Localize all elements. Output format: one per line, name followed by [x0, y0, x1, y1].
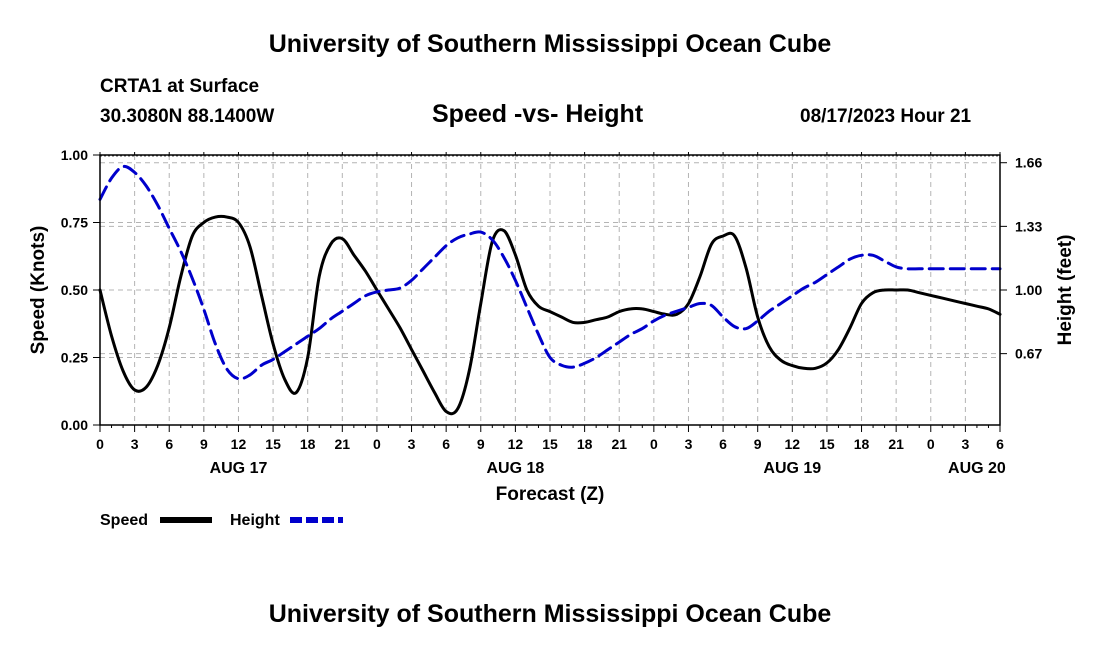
- x-tick-label: 21: [611, 436, 627, 452]
- x-tick-label: 21: [888, 436, 904, 452]
- x-date-label: AUG 19: [763, 460, 821, 477]
- y2-tick-label: 0.67: [1015, 346, 1042, 362]
- forecast-datetime: 08/17/2023 Hour 21: [800, 106, 972, 127]
- x-tick-label: 12: [231, 436, 247, 452]
- x-tick-label: 3: [131, 436, 139, 452]
- x-tick-label: 9: [200, 436, 208, 452]
- y-tick-label: 0.50: [61, 282, 88, 298]
- station-label: CRTA1 at Surface: [100, 76, 260, 97]
- x-tick-label: 6: [719, 436, 727, 452]
- ticks: 0 3 6 9 12 15 18 21 0 3 6 9 12 15 18 21 0 3 6 9 12 15 18 21 0 3 6 A…: [61, 147, 1043, 477]
- x-tick-label: 12: [508, 436, 524, 452]
- legend-speed-label: Speed: [100, 512, 148, 529]
- x-tick-label: 9: [754, 436, 762, 452]
- x-tick-label: 15: [819, 436, 835, 452]
- x-tick-label: 3: [961, 436, 969, 452]
- series-group: [98, 164, 1002, 416]
- x-date-label: AUG 20: [948, 460, 1006, 477]
- x-tick-label: 15: [265, 436, 281, 452]
- x-tick-label: 0: [650, 436, 658, 452]
- speed-series-line: [98, 214, 1002, 416]
- footer-title: University of Southern Mississippi Ocean…: [268, 600, 832, 628]
- y2-tick-label: 1.00: [1015, 282, 1042, 298]
- x-tick-label: 18: [577, 436, 593, 452]
- x-date-label: AUG 18: [486, 460, 544, 477]
- station-coords: 30.3080N 88.1400W: [100, 106, 275, 127]
- y2-axis-label: Height (feet): [1055, 235, 1076, 346]
- x-tick-label: 18: [854, 436, 870, 452]
- page-title: University of Southern Mississippi Ocean…: [268, 30, 832, 58]
- y2-tick-label: 1.33: [1015, 218, 1042, 234]
- x-tick-label: 0: [927, 436, 935, 452]
- x-date-label: AUG 17: [210, 460, 268, 477]
- x-tick-label: 6: [996, 436, 1004, 452]
- grid: [100, 155, 1000, 425]
- y2-tick-label: 1.66: [1015, 155, 1042, 171]
- x-tick-label: 18: [300, 436, 316, 452]
- y-axis-label: Speed (Knots): [28, 226, 49, 355]
- y-tick-label: 0.00: [61, 417, 88, 433]
- x-tick-label: 9: [477, 436, 485, 452]
- x-tick-label: 0: [96, 436, 104, 452]
- x-tick-label: 0: [373, 436, 381, 452]
- legend-height-label: Height: [230, 512, 280, 529]
- chart: 0 3 6 9 12 15 18 21 0 3 6 9 12 15 18 21 0 3 6 9 12 15 18 21 0 3 6 A…: [28, 147, 1076, 529]
- x-tick-label: 6: [165, 436, 173, 452]
- y-tick-label: 1.00: [61, 147, 88, 163]
- x-tick-label: 3: [408, 436, 416, 452]
- x-tick-label: 6: [442, 436, 450, 452]
- x-tick-label: 21: [335, 436, 351, 452]
- x-axis-label: Forecast (Z): [496, 484, 605, 505]
- height-series-line: [98, 164, 1002, 381]
- x-tick-label: 15: [542, 436, 558, 452]
- x-tick-label: 12: [785, 436, 801, 452]
- y-tick-label: 0.25: [61, 350, 88, 366]
- x-tick-label: 3: [685, 436, 693, 452]
- y-tick-label: 0.75: [61, 215, 88, 231]
- chart-title: Speed -vs- Height: [432, 100, 644, 128]
